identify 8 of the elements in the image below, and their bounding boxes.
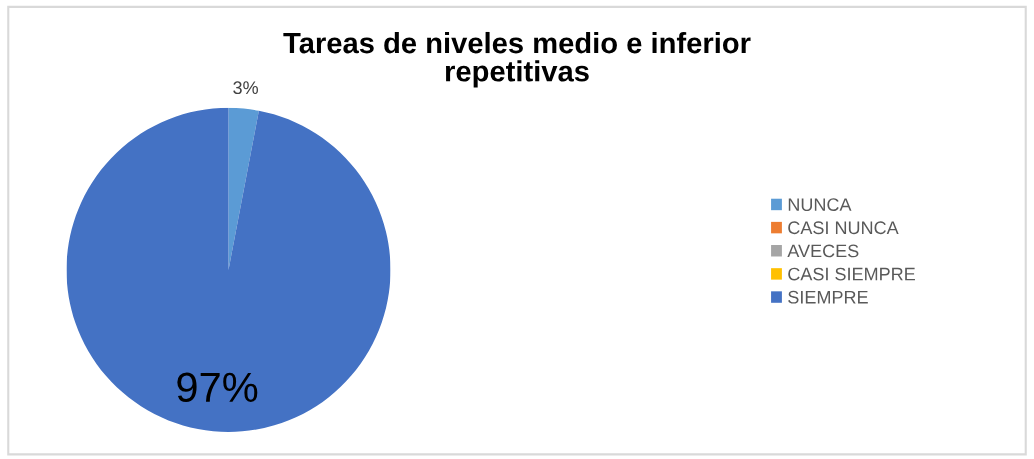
chart-title: Tareas de niveles medio e inferior repetitivas: [283, 31, 751, 88]
legend-label: AVECES: [787, 244, 859, 258]
data-label: 3%: [233, 81, 258, 95]
legend-label: SIEMPRE: [788, 290, 868, 304]
data-label: 97%: [177, 372, 258, 403]
legend-label: NUNCA: [788, 198, 852, 211]
legend-label: CASI NUNCA: [788, 221, 899, 235]
legend-label: CASI SIEMPRE: [788, 267, 915, 281]
